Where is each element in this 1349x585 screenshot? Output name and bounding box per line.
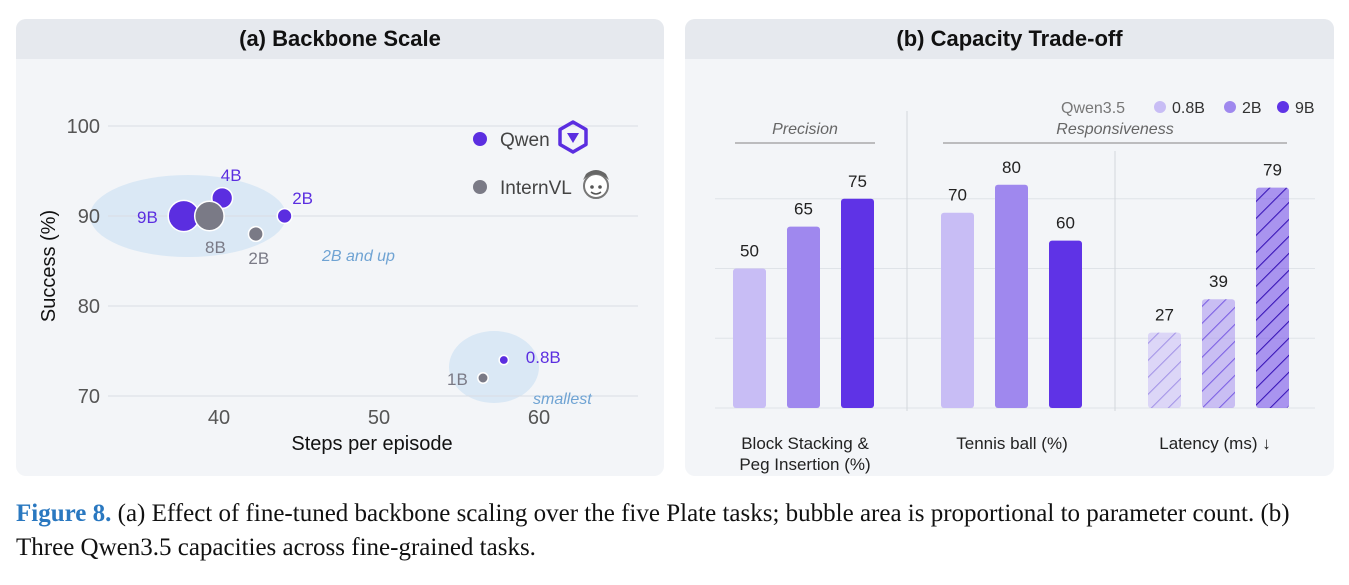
legend-label-internvl: InternVL bbox=[500, 178, 572, 199]
category-label-line: Tennis ball (%) bbox=[956, 434, 1068, 453]
bar-2B-1 bbox=[995, 184, 1028, 408]
category-label-line: Block Stacking & bbox=[741, 434, 869, 453]
legend-label-2B: 2B bbox=[1242, 100, 1262, 117]
bar-value-label: 75 bbox=[848, 172, 867, 191]
bar-value-label: 65 bbox=[794, 200, 813, 219]
point-label: 0.8B bbox=[526, 348, 561, 367]
y-tick-label: 80 bbox=[78, 296, 100, 318]
figure-caption: Figure 8. (a) Effect of fine-tuned backb… bbox=[16, 497, 1336, 565]
annotation-smallest: smallest bbox=[533, 391, 592, 408]
bar-value-label: 39 bbox=[1209, 272, 1228, 291]
legend-marker-internvl bbox=[473, 180, 487, 194]
y-axis-label: Success (%) bbox=[38, 210, 60, 322]
qwen-logo-icon bbox=[558, 120, 588, 154]
bar-9B-1 bbox=[1049, 240, 1082, 408]
highlight-smallest bbox=[449, 331, 539, 403]
point-internvl-8B bbox=[193, 200, 225, 232]
category-label-2: Latency (ms) ↓ bbox=[1159, 434, 1270, 453]
qwen-logo-hex bbox=[558, 120, 588, 154]
point-internvl-2B bbox=[247, 225, 264, 243]
legend-label-0.8B: 0.8B bbox=[1172, 100, 1205, 117]
point-label: 2B bbox=[292, 189, 313, 208]
panel-backbone-scale: (a) Backbone Scale 70 80 90 100 40 50 60 Steps … bbox=[16, 19, 664, 476]
category-label-line: Latency (ms) ↓ bbox=[1159, 434, 1270, 453]
panel-a-title: (a) Backbone Scale bbox=[16, 19, 664, 59]
caption-text: (a) Effect of fine-tuned backbone scalin… bbox=[16, 500, 1290, 561]
point-label: 9B bbox=[137, 208, 158, 227]
x-tick-label: 50 bbox=[368, 407, 390, 429]
internvl-logo-eye-left bbox=[590, 185, 594, 189]
bar-value-label: 70 bbox=[948, 186, 967, 205]
bar-2B-2 bbox=[1202, 299, 1235, 408]
scatter-chart: 70 80 90 100 40 50 60 Steps per episode Success … bbox=[38, 116, 638, 455]
legend-marker-qwen bbox=[473, 132, 487, 146]
legend-marker-2B bbox=[1224, 101, 1236, 113]
point-label: 1B bbox=[447, 370, 468, 389]
bar-value-label: 50 bbox=[740, 242, 759, 261]
point-internvl-1B bbox=[477, 372, 489, 384]
caption-label: Figure 8. bbox=[16, 500, 112, 527]
internvl-logo-icon bbox=[583, 170, 609, 199]
panel-b-title: (b) Capacity Trade-off bbox=[685, 19, 1334, 59]
qwen-logo-core bbox=[567, 133, 579, 143]
point-label: 8B bbox=[205, 238, 226, 257]
legend-marker-0.8B bbox=[1154, 101, 1166, 113]
internvl-logo-eye-right bbox=[598, 185, 602, 189]
category-label-line: Peg Insertion (%) bbox=[739, 455, 870, 474]
panel-capacity-tradeoff: (b) Capacity Trade-off Precision Responsi… bbox=[685, 19, 1334, 476]
x-axis-label: Steps per episode bbox=[291, 433, 452, 455]
point-qwen-2B bbox=[276, 207, 293, 225]
point-label: 2B bbox=[248, 249, 269, 268]
bar-chart: Precision Responsiveness Qwen3.5 0.8B 2B 9B 50… bbox=[715, 100, 1315, 474]
internvl-logo-mouth bbox=[590, 191, 602, 195]
group-label-responsiveness: Responsiveness bbox=[1056, 121, 1173, 138]
annotation-2b-and-up: 2B and up bbox=[321, 248, 395, 265]
category-label-1: Tennis ball (%) bbox=[956, 434, 1068, 453]
legend-label-9B: 9B bbox=[1295, 100, 1315, 117]
legend-title: Qwen3.5 bbox=[1061, 100, 1125, 117]
bar-value-label: 27 bbox=[1155, 306, 1174, 325]
y-tick-label: 100 bbox=[67, 116, 100, 138]
y-tick-label: 90 bbox=[78, 206, 100, 228]
point-qwen-0.8B bbox=[498, 354, 510, 366]
bar-2B-0 bbox=[787, 226, 820, 408]
bar-0.8B-1 bbox=[941, 212, 974, 408]
internvl-logo-hat bbox=[583, 170, 609, 180]
x-tick-label: 40 bbox=[208, 407, 230, 429]
x-tick-label: 60 bbox=[528, 407, 550, 429]
point-label: 4B bbox=[221, 166, 242, 185]
category-label-0: Block Stacking & Peg Insertion (%) bbox=[739, 434, 870, 474]
bar-value-label: 80 bbox=[1002, 158, 1021, 177]
legend-marker-9B bbox=[1277, 101, 1289, 113]
bar-value-label: 60 bbox=[1056, 214, 1075, 233]
bar-0.8B-2 bbox=[1148, 332, 1181, 408]
y-tick-label: 70 bbox=[78, 386, 100, 408]
legend-label-qwen: Qwen bbox=[500, 130, 550, 151]
bar-9B-0 bbox=[841, 198, 874, 408]
group-label-precision: Precision bbox=[772, 121, 838, 138]
bar-value-label: 79 bbox=[1263, 161, 1282, 180]
bar-9B-2 bbox=[1256, 187, 1289, 408]
bar-0.8B-0 bbox=[733, 268, 766, 408]
